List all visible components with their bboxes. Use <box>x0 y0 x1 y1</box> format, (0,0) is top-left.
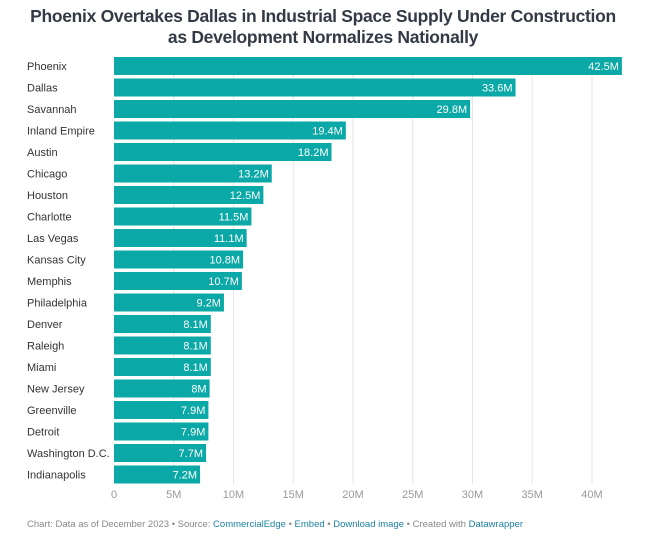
bars <box>114 57 622 484</box>
value-label: 7.9M <box>181 427 205 439</box>
value-label: 10.8M <box>209 255 240 267</box>
value-label: 18.2M <box>298 147 329 159</box>
category-label: Savannah <box>27 104 77 116</box>
value-label: 19.4M <box>312 126 343 138</box>
value-label: 10.7M <box>208 276 239 288</box>
bar <box>114 315 211 333</box>
bar <box>114 379 210 398</box>
bar <box>114 78 516 97</box>
value-label: 29.8M <box>437 104 468 116</box>
bar <box>114 250 244 269</box>
bar <box>114 358 211 376</box>
bar <box>114 272 242 290</box>
value-labels: 42.5M 33.6M 29.8M 19.4M 18.2M 13.2M 12.5M 11.5M… <box>173 61 619 482</box>
footer-separator: • <box>406 519 410 530</box>
bar <box>114 422 209 441</box>
category-label: New Jersey <box>27 384 85 396</box>
download-image-link[interactable]: Download image <box>333 519 405 530</box>
bar <box>114 143 332 161</box>
value-label: 8.1M <box>183 341 207 353</box>
value-label: 13.2M <box>238 169 269 181</box>
x-tick-label: 10M <box>223 489 244 501</box>
chart-title-line-1: Phoenix Overtakes Dallas in Industrial S… <box>30 6 616 26</box>
category-label: Charlotte <box>27 212 72 224</box>
x-tick-label: 40M <box>581 489 602 501</box>
x-tick-label: 35M <box>522 489 543 501</box>
category-label: Las Vegas <box>27 233 79 245</box>
bar <box>114 186 264 204</box>
bar <box>114 444 207 462</box>
chart-footer: Chart: Data as of December 2023 • Source… <box>27 519 523 530</box>
category-label: Denver <box>27 319 63 331</box>
footer-created-with: Created with <box>412 519 466 530</box>
value-label: 8.1M <box>183 319 207 331</box>
datawrapper-link[interactable]: Datawrapper <box>468 519 523 530</box>
footer-note: Chart: Data as of December 2023 <box>27 519 170 530</box>
category-label: Miami <box>27 362 56 374</box>
footer-separator: • <box>288 519 292 530</box>
embed-link[interactable]: Embed <box>294 519 325 530</box>
category-label: Greenville <box>27 405 77 417</box>
category-label: Memphis <box>27 276 72 288</box>
category-label: Indianapolis <box>27 470 86 482</box>
value-label: 11.1M <box>214 233 244 245</box>
category-label: Phoenix <box>27 61 67 73</box>
value-label: 7.9M <box>181 405 205 417</box>
bar <box>114 465 201 484</box>
footer-separator: • <box>327 519 331 530</box>
chart-title: Phoenix Overtakes Dallas in Industrial S… <box>0 6 646 48</box>
value-label: 11.5M <box>219 212 249 224</box>
chart-title-line-2: as Development Normalizes Nationally <box>167 27 479 47</box>
value-label: 8M <box>191 384 206 396</box>
footer-separator: • <box>171 519 176 530</box>
x-tick-label: 30M <box>462 489 483 501</box>
category-label: Dallas <box>27 83 58 95</box>
category-label: Houston <box>27 190 68 202</box>
value-label: 7.7M <box>179 448 203 460</box>
source-link[interactable]: CommercialEdge <box>213 519 286 530</box>
value-label: 12.5M <box>230 190 261 202</box>
bar <box>114 164 272 183</box>
x-tick-label: 15M <box>283 489 304 501</box>
value-label: 42.5M <box>588 61 619 73</box>
value-label: 7.2M <box>173 470 197 482</box>
x-tick-label: 5M <box>166 489 181 501</box>
category-label: Austin <box>27 147 58 159</box>
category-label: Kansas City <box>27 255 86 267</box>
footer-source-label: Source: <box>177 519 211 530</box>
bar <box>114 293 224 312</box>
category-label: Philadelphia <box>27 298 88 310</box>
x-tick-label: 25M <box>402 489 423 501</box>
x-axis-ticks: 0 5M 10M 15M 20M 25M 30M 35M 40M <box>111 489 603 501</box>
bar <box>114 57 622 75</box>
category-label: Inland Empire <box>27 126 95 138</box>
category-label: Raleigh <box>27 341 64 353</box>
bar <box>114 100 471 118</box>
x-tick-label: 20M <box>342 489 363 501</box>
bar <box>114 121 346 140</box>
category-labels: Phoenix Dallas Savannah Inland Empire Austin… <box>27 61 110 482</box>
bar <box>114 401 209 419</box>
gridlines <box>173 57 593 484</box>
category-label: Chicago <box>27 169 67 181</box>
bar <box>114 229 247 247</box>
value-label: 33.6M <box>482 83 513 95</box>
bar <box>114 207 252 226</box>
bar <box>114 336 211 355</box>
x-tick-label: 0 <box>111 489 117 501</box>
category-label: Washington D.C. <box>27 448 110 460</box>
category-label: Detroit <box>27 427 59 439</box>
value-label: 8.1M <box>183 362 207 374</box>
value-label: 9.2M <box>196 298 220 310</box>
